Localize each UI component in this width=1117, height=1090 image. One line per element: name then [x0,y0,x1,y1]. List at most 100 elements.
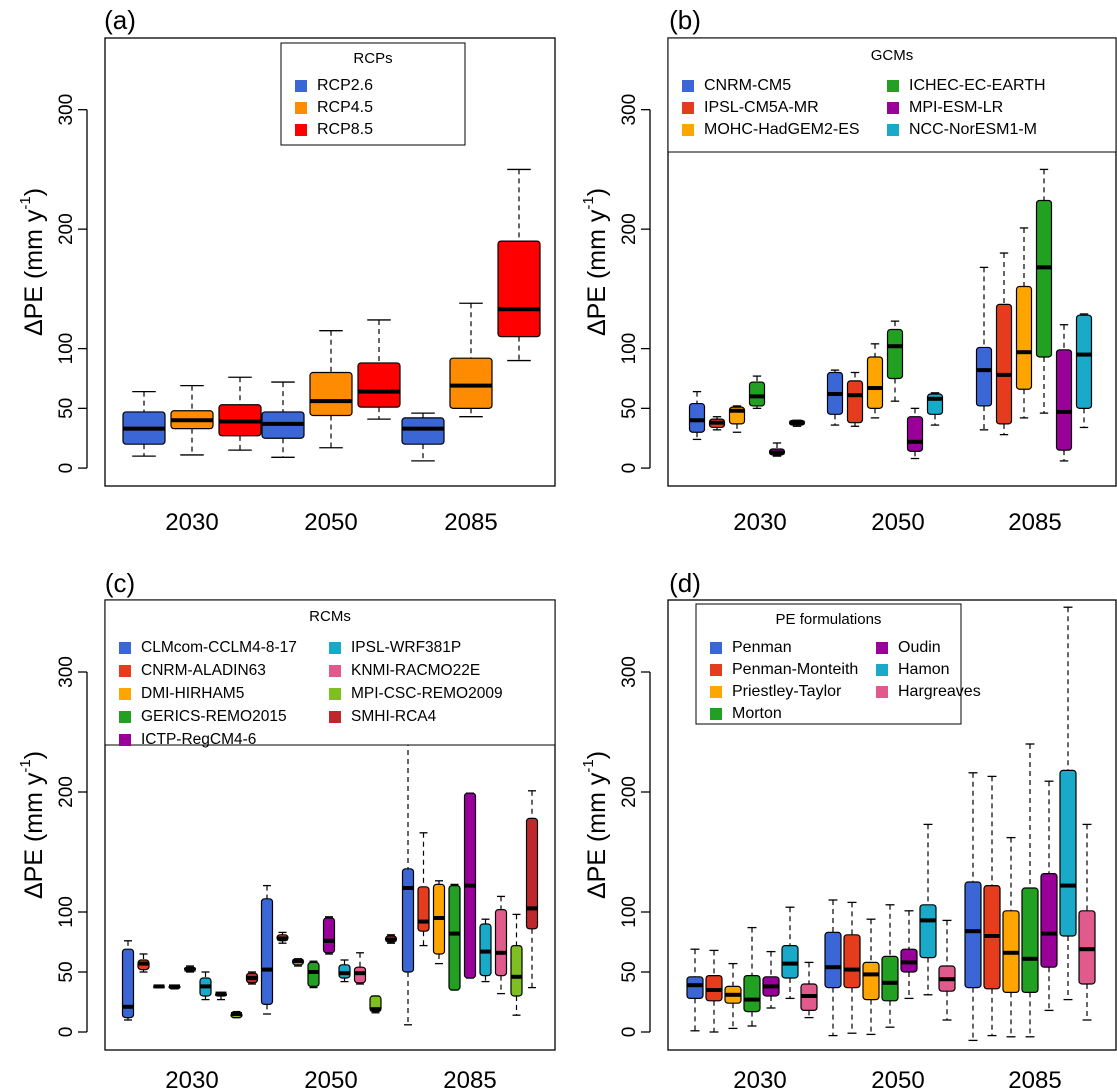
legend-label: SMHI-RCA4 [351,708,437,725]
box-body [866,356,884,409]
x-tick-label: 2085 [1008,1067,1061,1090]
box-smhi-rca4-2050 [384,934,398,944]
box-body [824,931,842,989]
box-ncc-noresm1-m-2030 [788,419,806,427]
legend-swatch [119,688,131,700]
box-body [449,357,493,409]
box-hargreaves-2030 [800,961,818,1019]
legend-swatch [887,102,899,114]
legend-label: MOHC-HadGEM2-ES [704,121,860,138]
box-ictp-regcm4-6-2085 [463,792,477,979]
box-body [862,961,880,1001]
legend-item: CNRM-CM5 [682,77,791,94]
box-rcp8-5-2030 [218,376,262,451]
y-axis-label-end: ) [583,751,611,759]
box-body [309,371,353,417]
x-tick-label: 2085 [1008,509,1061,536]
legend-item: GERICS-REMO2015 [119,708,287,725]
legend-item: Morton [710,705,782,722]
x-tick-label: 2030 [733,1067,786,1090]
y-tick-label: 0 [619,1027,640,1038]
box-body [748,381,766,407]
legend-item: IPSL-WRF381P [329,639,461,656]
legend-label: RCP4.5 [317,99,373,116]
x-tick-label: 2085 [443,1067,496,1090]
box-hargreaves-2085 [1078,823,1096,1021]
legend-item: KNMI-RACMO22E [329,662,480,679]
box-mpi-esm-lr-2085 [1055,324,1073,462]
box-rcp2-6-2085 [401,412,445,462]
box-body [743,974,761,1013]
box-body [1021,887,1039,994]
box-ictp-regcm4-6-2050 [322,916,336,955]
x-tick-label: 2030 [733,509,786,536]
box-body [1035,199,1053,358]
legend-label: CNRM-ALADIN63 [141,662,266,679]
box-body [401,417,445,445]
box-priestley-taylor-2050 [862,918,880,1036]
box-gerics-remo2015-2050 [307,960,320,989]
box-oudin-2030 [762,950,780,1009]
box-body [510,944,523,997]
legend: RCPs RCP2.6 RCP4.5 RCP8.5 [280,42,466,146]
box-cnrm-cm5-2030 [688,390,706,441]
box-body [843,934,861,989]
legend-swatch [887,124,899,136]
box-ipsl-cm5a-mr-2050 [846,371,864,427]
y-axis-label-end: ) [20,188,48,196]
box-penman-2030 [686,948,704,1032]
box-morton-2030 [743,926,761,1027]
legend-label: Penman [732,639,792,656]
box-body [1075,314,1093,409]
box-penman-monteith-2050 [843,901,861,1034]
legend-label: GERICS-REMO2015 [141,708,287,725]
legend-label: ICTP-RegCM4-6 [141,731,256,748]
legend-item: Priestley-Taylor [710,683,842,700]
legend-label: MPI-CSC-REMO2009 [351,685,503,702]
box-cnrm-aladin63-2085 [417,832,430,947]
y-tick-label: 200 [56,213,77,245]
box-body [995,303,1013,425]
box-body [906,416,924,452]
legend-frame [695,603,962,725]
box-cnrm-cm5-2085 [975,266,993,431]
x-tick-label: 2050 [871,509,924,536]
y-axis-label: ΔPE (mm y-1) [580,188,611,336]
legend-label: ICHEC-EC-EARTH [909,77,1046,94]
box-body [260,898,274,1005]
box-gerics-remo2015-2085 [448,883,461,991]
box-mohc-hadgem2-es-2050 [866,343,884,419]
box-rcp4-5-2030 [170,384,214,456]
box-ichec-ec-earth-2050 [886,320,904,402]
x-tick-label: 2050 [871,1067,924,1090]
box-body [881,955,899,1002]
legend-label: CLMcom-CCLM4-8-17 [141,639,297,656]
legend-item: CLMcom-CCLM4-8-17 [119,639,297,656]
legend-item: IPSL-CM5A-MR [682,99,819,116]
legend-label: KNMI-RACMO22E [351,662,480,679]
box-body [322,917,336,954]
box-gerics-remo2015-2030 [168,984,181,990]
panel-b: (b) 0 50 100 200 300 ΔPE (mm y-1) 2030 2050 2085 G… [580,5,1117,536]
y-axis-label-base: ΔPE (mm y [20,772,48,899]
box-cnrm-aladin63-2030 [137,953,150,973]
legend-item: Hamon [876,661,950,678]
y-tick-label: 50 [56,398,77,419]
box-smhi-rca4-2030 [245,971,259,985]
box-ichec-ec-earth-2030 [748,375,766,409]
legend-swatch [682,102,694,114]
panel-label: (c) [105,568,135,598]
legend-item: Oudin [876,639,941,656]
panel-d: (d) 0 50 100 200 300 ΔPE (mm y-1) 2030 2050 2085 P… [580,568,1117,1090]
box-clmcom-cclm4-8-17-2085 [401,731,415,1026]
y-axis-label-end: ) [583,188,611,196]
box-hamon-2050 [919,823,937,996]
box-body [525,817,539,930]
y-axis-label-end: ) [20,751,48,759]
box-body [975,346,993,407]
legend-label: Priestley-Taylor [732,683,842,700]
box-hamon-2030 [781,906,799,1000]
box-clmcom-cclm4-8-17-2050 [260,884,274,1015]
box-body [448,884,461,991]
